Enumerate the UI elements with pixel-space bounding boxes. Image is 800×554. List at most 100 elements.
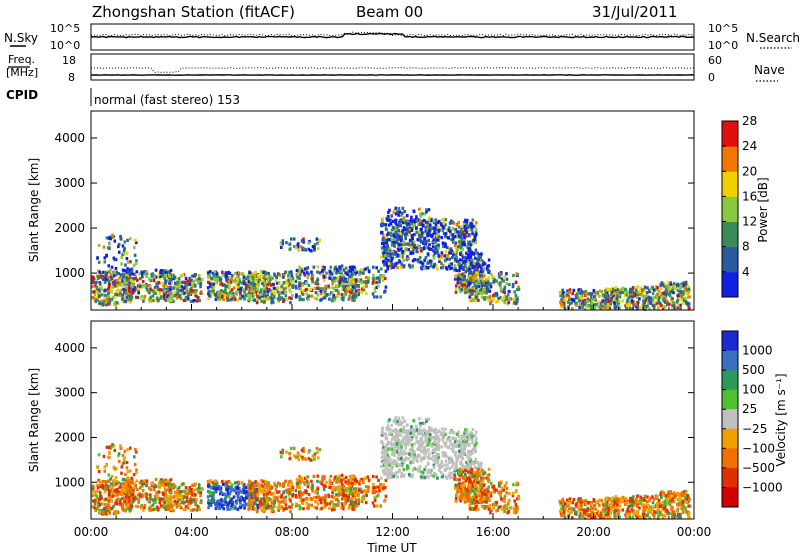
power-cell: [116, 284, 119, 288]
power-cell: [394, 263, 397, 268]
power-cell: [609, 302, 612, 306]
power-cell: [95, 287, 99, 291]
power-cell: [505, 277, 509, 281]
power-cell: [676, 294, 680, 298]
power-cell: [475, 262, 478, 266]
velocity-cell: [382, 483, 385, 487]
power-cell: [214, 281, 217, 285]
power-cell: [475, 232, 478, 236]
power-cell: [433, 251, 437, 255]
power-cell: [340, 297, 344, 301]
power-cell: [679, 284, 683, 288]
velocity-cell: [344, 480, 347, 484]
power-cell: [393, 251, 397, 256]
velocity-cell: [249, 491, 253, 495]
power-cell: [211, 271, 215, 275]
power-cell: [440, 256, 444, 260]
power-cell: [588, 299, 592, 303]
power-cell: [194, 284, 197, 288]
power-cell: [415, 249, 419, 254]
power-cell: [294, 284, 298, 288]
power-cell: [469, 251, 472, 255]
power-cell: [244, 284, 248, 289]
power-cell: [279, 241, 283, 245]
velocity-cell: [190, 500, 193, 504]
power-cell: [242, 279, 246, 284]
velocity-cell: [404, 446, 408, 450]
velocity-cell: [107, 492, 111, 497]
power-cell: [208, 290, 211, 294]
power-cell: [131, 270, 134, 274]
power-cell: [381, 217, 385, 221]
power-cell: [265, 272, 269, 276]
power-cell: [282, 299, 285, 303]
velocity-cell: [178, 504, 182, 508]
velocity-cell: [98, 491, 102, 495]
power-cell: [482, 274, 486, 278]
velocity-cell: [107, 488, 111, 493]
power-cell: [412, 240, 416, 244]
power-cell: [671, 297, 674, 301]
power-cell: [463, 223, 466, 227]
power-cell: [419, 249, 423, 253]
power-cell: [467, 261, 470, 265]
power-cell: [325, 271, 328, 275]
power-cell: [451, 236, 455, 241]
power-cell: [246, 275, 250, 279]
power-cell: [364, 275, 368, 280]
power-cell: [462, 242, 465, 246]
power-cell: [128, 281, 131, 285]
velocity-cell: [105, 484, 108, 488]
power-cell: [98, 282, 102, 286]
velocity-cell: [396, 456, 400, 461]
power-cell: [453, 264, 456, 268]
power-cell: [458, 234, 461, 239]
power-cell: [418, 222, 422, 226]
power-cell: [437, 229, 440, 233]
velocity-cell: [305, 501, 309, 505]
power-cell: [514, 299, 517, 303]
velocity-cell: [354, 487, 358, 491]
power-cell: [429, 233, 432, 238]
velocity-cell: [154, 477, 158, 482]
power-cell: [474, 248, 478, 252]
velocity-cell: [455, 456, 458, 460]
power-cell: [275, 275, 278, 279]
power-cell: [599, 306, 602, 311]
power-cell: [237, 271, 241, 275]
power-cell: [688, 295, 691, 299]
power-cell: [130, 284, 133, 288]
power-cell: [688, 306, 691, 310]
power-cell: [634, 292, 637, 296]
power-cell: [433, 262, 437, 266]
power-cell: [307, 247, 311, 251]
power-cell: [97, 243, 101, 248]
power-cell: [432, 256, 436, 260]
velocity-cell: [322, 496, 326, 500]
velocity-cell: [97, 497, 101, 501]
power-cell: [128, 272, 132, 277]
power-cell: [107, 279, 111, 283]
power-cell: [316, 246, 320, 251]
power-cell: [212, 273, 216, 277]
power-cell: [227, 298, 231, 302]
power-cell: [115, 293, 119, 297]
power-cell: [353, 286, 357, 290]
velocity-cell: [262, 506, 266, 510]
power-cell: [483, 262, 487, 266]
power-cell: [125, 285, 128, 289]
power-cell: [121, 244, 125, 248]
power-cell: [568, 288, 572, 292]
velocity-cell: [145, 481, 149, 485]
power-cell: [352, 272, 356, 276]
power-cell: [404, 228, 408, 232]
power-cell: [404, 242, 408, 246]
power-cell: [636, 303, 640, 307]
velocity-cell: [176, 496, 179, 500]
power-cell: [175, 284, 179, 288]
power-cell: [385, 241, 389, 245]
velocity-cell: [466, 454, 469, 459]
velocity-cell: [319, 480, 322, 484]
power-cell: [228, 271, 232, 276]
velocity-cell: [157, 490, 161, 494]
